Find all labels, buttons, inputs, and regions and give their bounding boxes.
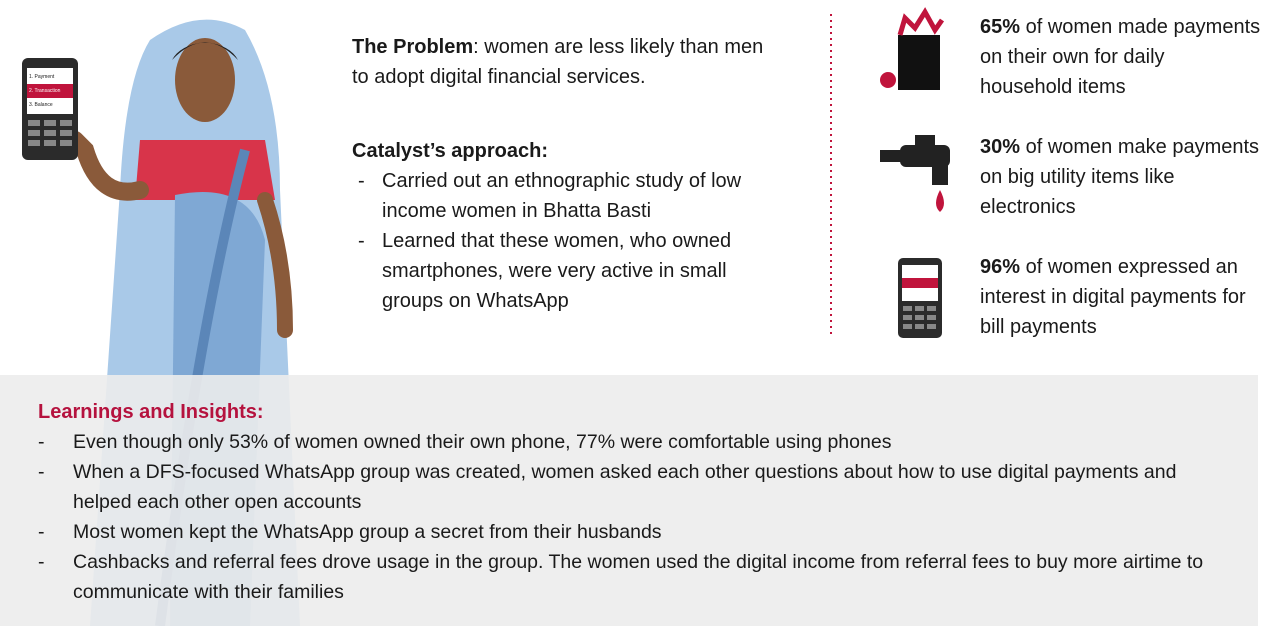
face	[175, 38, 235, 122]
approach-list: Carried out an ethnographic study of low…	[352, 166, 772, 316]
tap-handle	[915, 135, 935, 145]
stat-text: of women make payments on big utility it…	[980, 136, 1260, 218]
insight-item: When a DFS-focused WhatsApp group was cr…	[38, 457, 1218, 517]
approach-item: Carried out an ethnographic study of low…	[352, 166, 772, 226]
problem-label: The Problem	[352, 36, 474, 58]
approach-title: Catalyst’s approach:	[352, 140, 548, 162]
insights-list: Even though only 53% of women owned thei…	[38, 427, 1218, 607]
stat-percent: 65%	[980, 16, 1021, 38]
top	[135, 140, 275, 200]
arm	[257, 192, 293, 338]
problem-text: : women are less likely than men to adop…	[352, 36, 764, 88]
phone-keys	[28, 120, 72, 146]
phone-highlight	[27, 84, 73, 98]
apple	[880, 72, 896, 88]
menu-item: 2. Transaction	[29, 88, 61, 94]
menu-item: 3. Balance	[29, 102, 53, 108]
arm	[66, 131, 149, 201]
phone-menu: 1. Payment 2. Transaction 3. Balance	[29, 70, 73, 112]
stat-percent: 96%	[980, 256, 1021, 278]
bag-icon	[898, 35, 940, 90]
menu-item: 1. Payment	[29, 74, 55, 80]
approach-item: Learned that these women, who owned smar…	[352, 226, 772, 316]
stat: 30% of women make payments on big utilit…	[980, 132, 1262, 222]
phone-icon-highlight	[902, 278, 938, 288]
problem: The Problem: women are less likely than …	[352, 32, 782, 92]
insights-panel: Learnings and Insights: Even though only…	[0, 375, 1258, 626]
hair	[172, 42, 238, 60]
stat-text: of women made payments on their own for …	[980, 16, 1261, 98]
tap-spout	[932, 165, 948, 185]
approach: Catalyst’s approach: Carried out an ethn…	[352, 136, 772, 316]
stat: 65% of women made payments on their own …	[980, 12, 1262, 102]
insight-item: Cashbacks and referral fees drove usage …	[38, 547, 1218, 607]
phone-icon-keys	[903, 306, 936, 329]
tap-pipe	[880, 150, 902, 162]
insights: Learnings and Insights: Even though only…	[38, 397, 1218, 607]
insights-title: Learnings and Insights:	[38, 401, 264, 423]
insight-item: Most women kept the WhatsApp group a sec…	[38, 517, 1218, 547]
drop	[936, 190, 944, 212]
insight-item: Even though only 53% of women owned thei…	[38, 427, 1218, 457]
bag-items	[897, 7, 945, 36]
tap-icon	[900, 145, 950, 167]
stat-percent: 30%	[980, 136, 1021, 158]
stat: 96% of women expressed an interest in di…	[980, 252, 1262, 342]
stat-text: of women expressed an interest in digita…	[980, 256, 1246, 338]
